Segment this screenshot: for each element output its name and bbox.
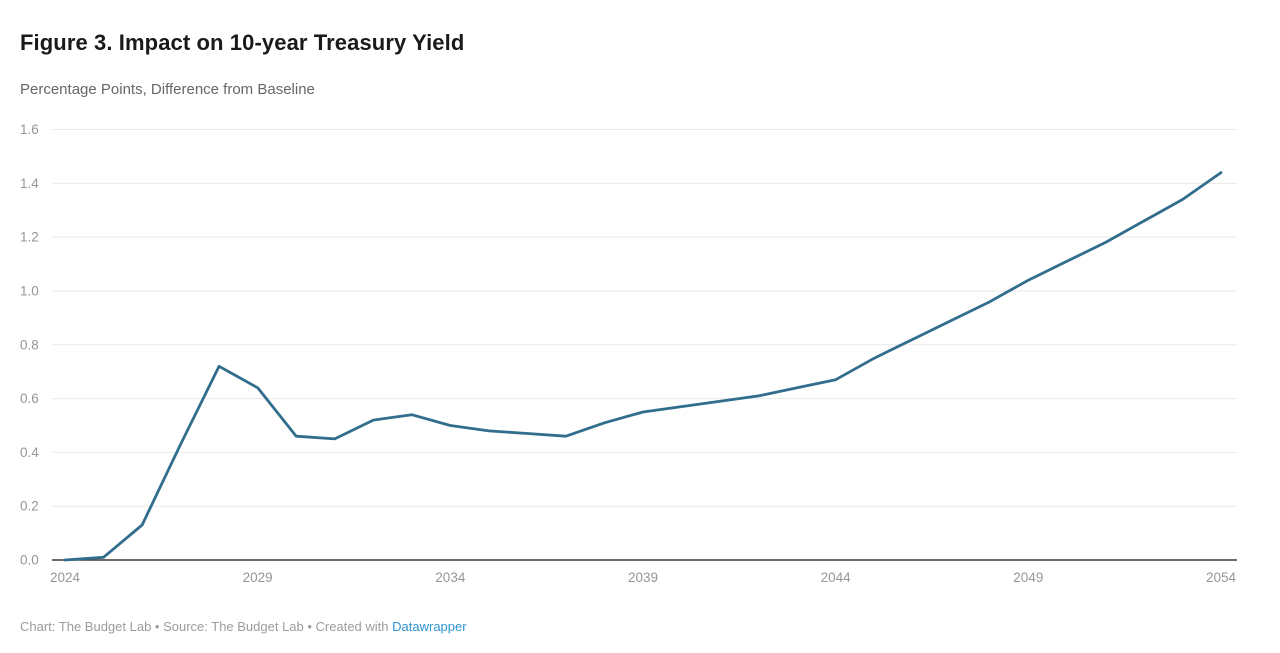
y-tick-label: 0.4 bbox=[20, 445, 39, 460]
y-tick-label: 1.2 bbox=[20, 230, 39, 245]
y-tick-label: 1.0 bbox=[20, 283, 39, 298]
chart-subtitle: Percentage Points, Difference from Basel… bbox=[20, 81, 315, 98]
footer-credits: Chart: The Budget Lab • Source: The Budg… bbox=[20, 619, 393, 634]
x-tick-label: 2024 bbox=[50, 570, 81, 585]
y-tick-label: 1.4 bbox=[20, 176, 39, 191]
chart-footer: Chart: The Budget Lab • Source: The Budg… bbox=[20, 619, 467, 634]
x-tick-label: 2039 bbox=[628, 570, 658, 585]
y-tick-label: 0.6 bbox=[20, 391, 39, 406]
y-tick-label: 0.8 bbox=[20, 337, 39, 352]
x-tick-label: 2034 bbox=[435, 570, 466, 585]
treasury-yield-line bbox=[63, 171, 1223, 562]
x-tick-label: 2049 bbox=[1013, 570, 1043, 585]
y-tick-label: 0.2 bbox=[20, 499, 39, 514]
chart-title: Figure 3. Impact on 10-year Treasury Yie… bbox=[20, 30, 465, 55]
y-tick-label: 1.6 bbox=[20, 122, 39, 137]
x-tick-label: 2029 bbox=[243, 570, 273, 585]
datawrapper-link[interactable]: Datawrapper bbox=[392, 619, 467, 634]
x-tick-label: 2054 bbox=[1206, 570, 1237, 585]
x-tick-label: 2044 bbox=[821, 570, 852, 585]
y-tick-label: 0.0 bbox=[20, 553, 39, 568]
